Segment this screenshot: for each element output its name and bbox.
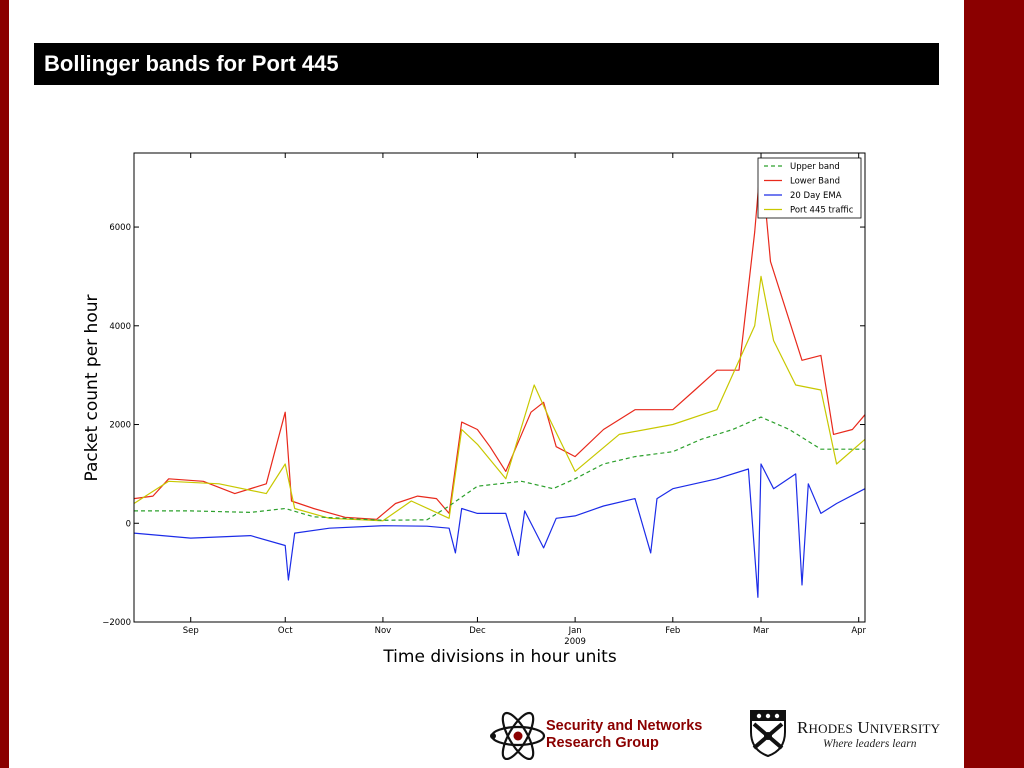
rhodes-second-letter: U — [857, 718, 870, 737]
x-tick-label: Jan — [568, 626, 582, 636]
x-tick-label: Apr — [851, 626, 866, 636]
y-tick-label: 0 — [126, 519, 131, 529]
y-tick-label: 4000 — [109, 322, 131, 332]
slide-frame-left — [0, 0, 9, 768]
university-crest-icon — [750, 710, 786, 758]
legend-label-20-day-ema: 20 Day EMA — [790, 191, 842, 201]
security-networks-logo: Security and Networks Research Group — [488, 710, 733, 761]
y-axis-label: Packet count per hour — [82, 295, 102, 482]
rhodes-first-letter: R — [797, 718, 809, 737]
x-tick-label: Nov — [375, 626, 392, 636]
y-tick-label: −2000 — [102, 618, 131, 628]
legend-box — [757, 157, 862, 219]
legend: Upper band Lower Band 20 Day EMA Port 445 t… — [757, 157, 862, 219]
x-tick-label: Oct — [278, 626, 293, 636]
y-tick-label: 6000 — [109, 223, 131, 233]
rhodes-second-rest: NIVERSITY — [869, 721, 941, 736]
series-line-lower-band — [133, 157, 866, 520]
security-networks-line1: Security and Networks — [546, 718, 703, 734]
x-tick-sublabel: 2009 — [564, 637, 586, 647]
rhodes-university-name: RHODES UNIVERSITY — [797, 718, 940, 738]
series-line-20-day-ema — [133, 463, 866, 598]
legend-label-port-445-traffic: Port 445 traffic — [790, 206, 854, 216]
x-tick-label: Feb — [665, 626, 680, 636]
rhodes-tagline: Where leaders learn — [823, 738, 917, 750]
slide-title: Bollinger bands for Port 445 — [44, 51, 339, 76]
x-tick-label: Sep — [183, 626, 199, 636]
rhodes-university-logo: RHODES UNIVERSITY Where leaders learn — [748, 708, 948, 764]
x-axis-label: Time divisions in hour units — [382, 647, 617, 667]
plot-series-layer — [133, 157, 866, 598]
x-tick-label: Mar — [753, 626, 770, 636]
y-tick-label: 2000 — [109, 421, 131, 431]
plot-frame — [133, 152, 866, 623]
x-tick-label: Dec — [469, 626, 486, 636]
series-line-upper-band — [134, 416, 865, 521]
rhodes-first-rest: HODES — [808, 721, 853, 736]
atom-icon — [490, 711, 546, 761]
security-networks-line2: Research Group — [546, 735, 659, 751]
legend-label-lower-band: Lower Band — [790, 177, 840, 187]
slide-frame-right — [964, 0, 1024, 768]
security-networks-name: Security and Networks Research Group — [546, 718, 702, 752]
slide-title-bar: Bollinger bands for Port 445 — [34, 43, 939, 85]
series-line-port-445-traffic — [133, 275, 866, 522]
legend-label-upper-band: Upper band — [790, 162, 840, 172]
